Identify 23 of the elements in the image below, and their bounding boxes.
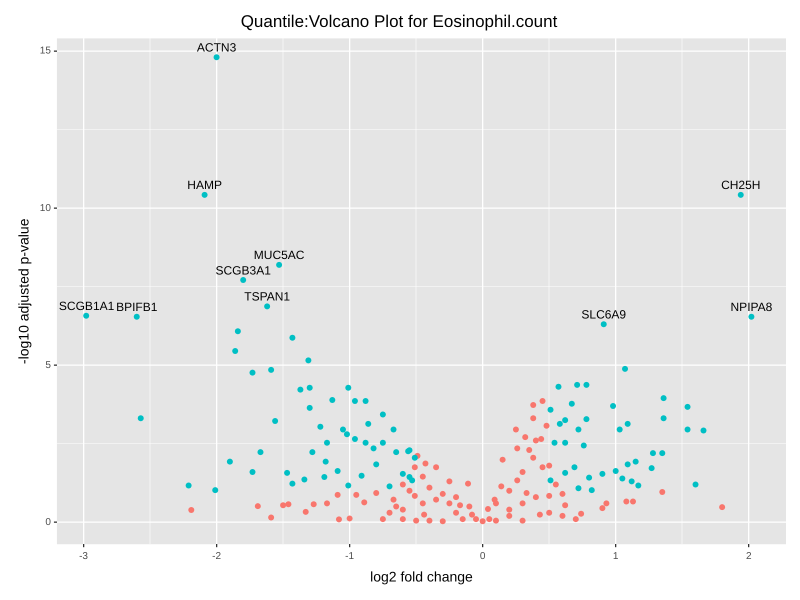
annotation: SCGB3A1 [216,263,272,278]
annotation: SCGB1A1 [58,299,115,314]
x-tick-label: -3 [79,550,88,562]
y-tick-label: 15 [40,46,52,57]
annotation: ACTN3 [196,40,237,55]
y-axis-title: -log10 adjusted p-value [15,218,32,364]
annotation: NPIPA8 [730,300,773,314]
x-tick-label: -1 [345,550,354,562]
annotation: BPIFB1 [116,300,158,314]
chart-title: Quantile:Volcano Plot for Eosinophil.count [240,12,558,31]
annotation: CH25H [721,178,760,192]
y-tick-label: 0 [45,516,52,528]
annotation: HAMP [187,178,222,192]
x-tick-label: 0 [480,550,486,562]
x-tick-label: 1 [612,550,619,562]
x-tick-label: -2 [212,550,222,562]
annotation: SLC6A9 [581,308,626,322]
annotation: MUC5AC [254,248,305,262]
y-tick-label: 5 [45,360,52,371]
y-tick-label: 10 [40,202,52,214]
annotation: TSPAN1 [244,290,290,304]
x-axis-title: log2 fold change [370,568,474,584]
x-tick-label: 2 [746,550,752,562]
